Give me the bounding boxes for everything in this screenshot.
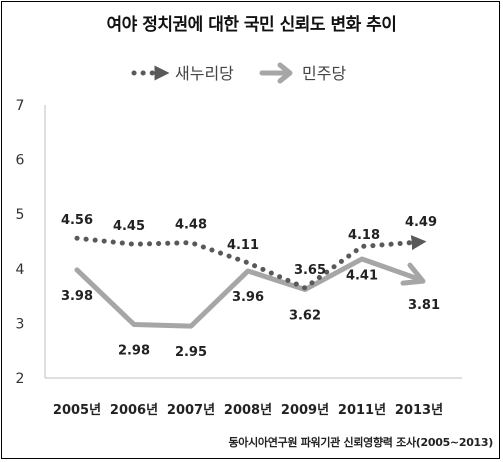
series-line-saenuri <box>74 235 427 291</box>
x-tick-label: 2009년 <box>281 403 329 418</box>
y-tick-label: 5 <box>16 207 25 223</box>
source-note: 동아시아연구원 파워기관 신뢰영향력 조사(2005~2013) <box>228 436 493 449</box>
data-label-minju: 3.81 <box>408 298 440 313</box>
data-label-minju: 2.95 <box>175 345 207 360</box>
x-tick-label: 2006년 <box>110 403 158 418</box>
data-label-saenuri: 4.49 <box>405 215 437 230</box>
data-label-saenuri: 4.56 <box>61 213 93 228</box>
data-label-saenuri: 4.48 <box>175 218 207 233</box>
data-label-saenuri: 3.65 <box>294 263 326 278</box>
y-tick-label: 7 <box>16 98 25 114</box>
data-label-saenuri: 4.11 <box>227 238 259 253</box>
x-tick-label: 2005년 <box>53 403 101 418</box>
x-tick-label: 2011년 <box>338 403 386 418</box>
legend-arrow-minju <box>277 62 293 84</box>
series-arrow-minju <box>400 262 426 286</box>
legend-label-minju: 민주당 <box>302 64 346 83</box>
series-line-minju <box>74 256 422 329</box>
data-label-minju: 3.62 <box>289 309 321 324</box>
data-label-saenuri: 4.41 <box>346 268 378 283</box>
y-tick-label: 2 <box>16 371 25 387</box>
data-label-minju: 3.98 <box>61 289 93 304</box>
x-tick-label: 2008년 <box>224 403 272 418</box>
data-label-minju: 3.96 <box>232 290 264 305</box>
legend-label-saenuri: 새누리당 <box>175 64 234 83</box>
data-label-minju: 2.98 <box>118 343 150 358</box>
x-tick-label: 2007년 <box>167 403 215 418</box>
chart-title: 여야 정치권에 대한 국민 신뢰도 변화 추이 <box>106 15 397 35</box>
data-label-minju: 4.18 <box>348 228 380 243</box>
y-tick-label: 3 <box>16 316 25 332</box>
data-label-saenuri: 4.45 <box>113 219 145 234</box>
y-tick-label: 6 <box>16 153 25 169</box>
x-tick-label: 2013년 <box>395 403 443 418</box>
y-tick-label: 4 <box>16 262 25 278</box>
